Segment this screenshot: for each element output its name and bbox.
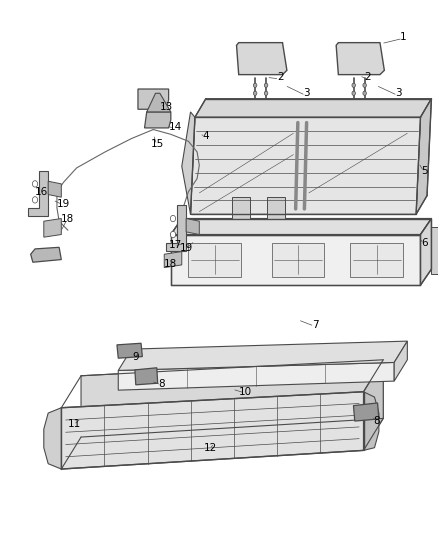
Text: 3: 3 — [303, 88, 310, 98]
Polygon shape — [28, 171, 48, 216]
Text: 11: 11 — [68, 419, 81, 429]
Text: 17: 17 — [169, 240, 182, 250]
Circle shape — [363, 83, 366, 87]
Text: 18: 18 — [61, 214, 74, 223]
Circle shape — [32, 181, 38, 187]
Text: 19: 19 — [57, 199, 70, 208]
Polygon shape — [182, 112, 195, 214]
Text: 10: 10 — [239, 387, 252, 397]
Text: 2: 2 — [364, 72, 371, 82]
Polygon shape — [31, 247, 61, 262]
Polygon shape — [135, 368, 158, 385]
Circle shape — [253, 91, 257, 95]
Polygon shape — [145, 112, 171, 128]
Polygon shape — [350, 243, 403, 277]
Polygon shape — [195, 99, 431, 117]
Polygon shape — [394, 341, 407, 381]
Polygon shape — [336, 43, 384, 75]
Polygon shape — [118, 341, 407, 370]
Text: 14: 14 — [169, 122, 182, 132]
Text: 9: 9 — [132, 352, 139, 362]
Polygon shape — [61, 392, 364, 469]
Polygon shape — [420, 219, 431, 285]
Polygon shape — [416, 99, 431, 214]
Text: 18: 18 — [164, 259, 177, 269]
Text: 16: 16 — [35, 187, 48, 197]
Polygon shape — [186, 219, 199, 235]
Polygon shape — [44, 408, 61, 469]
Polygon shape — [147, 101, 158, 107]
Polygon shape — [272, 243, 324, 277]
Circle shape — [363, 91, 366, 95]
Circle shape — [352, 91, 356, 95]
Polygon shape — [353, 403, 379, 421]
Polygon shape — [237, 43, 287, 75]
Polygon shape — [171, 235, 420, 285]
Text: 15: 15 — [151, 139, 164, 149]
Polygon shape — [267, 197, 285, 219]
Circle shape — [253, 83, 257, 87]
Polygon shape — [364, 360, 383, 450]
Text: 6: 6 — [421, 238, 428, 247]
Circle shape — [32, 197, 38, 203]
Polygon shape — [171, 219, 431, 235]
Polygon shape — [191, 117, 420, 214]
Polygon shape — [164, 252, 182, 268]
Circle shape — [170, 215, 176, 222]
Circle shape — [264, 91, 268, 95]
Polygon shape — [117, 343, 142, 358]
Text: 8: 8 — [159, 379, 166, 389]
Text: 4: 4 — [202, 131, 209, 141]
Polygon shape — [232, 197, 250, 219]
Polygon shape — [364, 392, 379, 450]
Polygon shape — [44, 219, 61, 237]
Circle shape — [170, 231, 176, 238]
Polygon shape — [166, 205, 186, 251]
Text: 19: 19 — [180, 243, 193, 253]
Polygon shape — [431, 227, 438, 274]
Polygon shape — [118, 362, 394, 390]
Polygon shape — [81, 360, 383, 437]
Polygon shape — [138, 89, 169, 109]
Circle shape — [352, 83, 356, 87]
Text: 5: 5 — [421, 166, 428, 175]
Text: 8: 8 — [373, 416, 380, 426]
Text: 7: 7 — [312, 320, 319, 330]
Polygon shape — [48, 181, 61, 197]
Text: 2: 2 — [277, 72, 284, 82]
Circle shape — [264, 83, 268, 87]
Text: 13: 13 — [160, 102, 173, 111]
Polygon shape — [188, 243, 241, 277]
Text: 1: 1 — [399, 33, 406, 42]
Text: 3: 3 — [395, 88, 402, 98]
Text: 12: 12 — [204, 443, 217, 453]
Polygon shape — [147, 93, 171, 112]
